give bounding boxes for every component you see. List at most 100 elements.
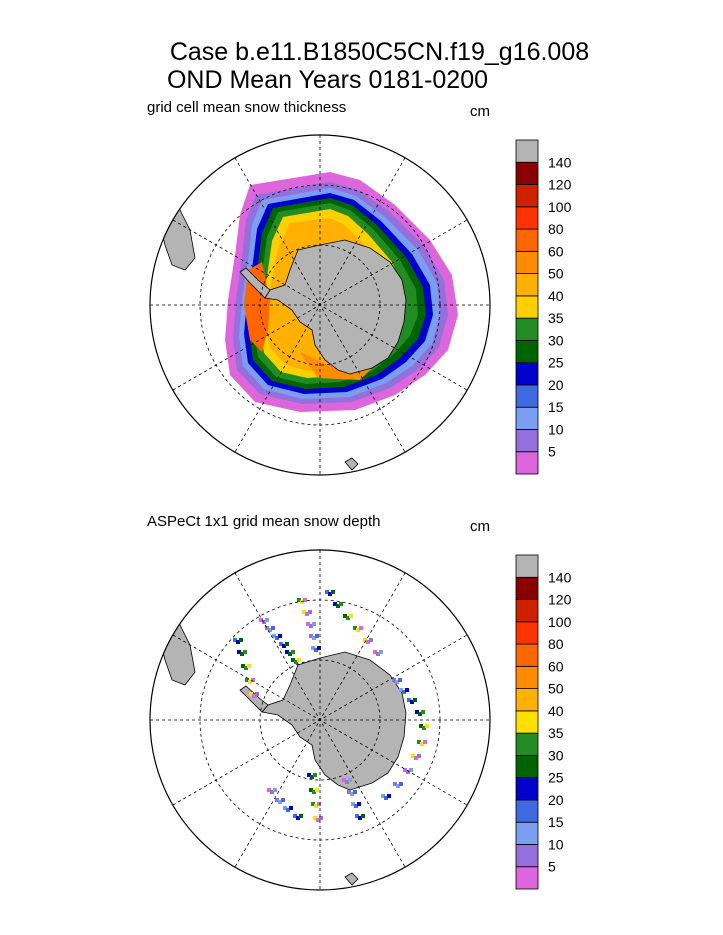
colorbar-box-15	[515, 139, 539, 163]
figure-title-line-2: OND Mean Years 0181-0200	[166, 66, 489, 94]
snow-obs-cell	[296, 816, 300, 820]
snow-obs-cell	[297, 598, 301, 602]
colorbar-tick-label: 100	[548, 614, 572, 630]
snow-obs-cell	[417, 740, 421, 744]
snow-obs-cell	[275, 636, 279, 640]
colorbar-tick-label: 30	[548, 747, 564, 763]
colorbar-box-2	[515, 844, 539, 868]
snow-obs-cell	[399, 688, 403, 692]
colorbar-box-9	[515, 688, 539, 712]
colorbar-tick-label: 60	[548, 243, 564, 259]
snow-obs-cell	[347, 790, 351, 794]
colorbar-tick-label: 25	[548, 355, 564, 371]
colorbar-box-8	[515, 710, 539, 734]
snow-obs-cell	[312, 622, 316, 626]
snow-obs-cell	[331, 590, 335, 594]
colorbar-tick-label: 30	[548, 332, 564, 348]
snow-obs-cell	[410, 700, 414, 704]
snow-obs-cell	[319, 816, 323, 820]
snow-obs-cell	[286, 808, 290, 812]
snow-obs-cell	[418, 712, 422, 716]
snow-obs-cell	[310, 775, 314, 779]
colorbar-box-4	[515, 384, 539, 408]
snow-obs-cell	[303, 598, 307, 602]
snow-obs-cell	[316, 818, 320, 822]
snow-obs-cell	[317, 802, 321, 806]
colorbar-box-12	[515, 206, 539, 230]
snow-obs-cell	[313, 816, 317, 820]
antarctic-peninsula	[239, 685, 269, 713]
snow-obs-cell	[309, 634, 313, 638]
colorbar-box-6	[515, 755, 539, 779]
colorbar-box-12	[515, 621, 539, 645]
graticule	[150, 135, 490, 475]
snow-obs-cell	[420, 742, 424, 746]
snow-obs-cell	[239, 638, 243, 642]
snow-obs-cell	[314, 648, 318, 652]
snow-obs-cell	[312, 636, 316, 640]
snow-obs-cell	[409, 768, 413, 772]
colorbar-box-13	[515, 599, 539, 623]
snow-obs-cell	[353, 790, 357, 794]
snow-obs-cell	[247, 664, 251, 668]
colorbar-box-14	[515, 161, 539, 185]
snow-obs-cell	[376, 652, 380, 656]
snow-obs-cell	[305, 612, 309, 616]
colorbar-tick-label: 15	[548, 814, 564, 830]
snow-obs-cell	[275, 798, 279, 802]
snow-obs-cell	[402, 690, 406, 694]
snow-obs-cell	[414, 756, 418, 760]
snow-obs-cell	[255, 692, 259, 696]
colorbar-box-4	[515, 799, 539, 823]
snow-obs-cell	[396, 784, 400, 788]
colorbar-tick-label: 140	[548, 569, 572, 585]
snow-obs-cell	[306, 622, 310, 626]
snow-obs-cell	[285, 642, 289, 646]
colorbar-tick-label: 50	[548, 266, 564, 282]
colorbar-tick-label: 60	[548, 658, 564, 674]
colorbar-box-3	[515, 821, 539, 845]
snow-obs-cell	[413, 698, 417, 702]
snow-obs-cell	[297, 658, 301, 662]
panel-2-units: cm	[470, 518, 490, 535]
colorbar-1: 5 10 15 20 25 30 35 40 50 60 80 100 120 140	[515, 139, 572, 475]
map-boundary	[149, 134, 491, 476]
snow-obs-cell	[299, 814, 303, 818]
snow-obs-cell	[312, 790, 316, 794]
snow-obs-cell	[252, 694, 256, 698]
snow-obs-cell	[278, 634, 282, 638]
snow-obs-cell	[373, 650, 377, 654]
snow-obs-cell	[268, 628, 272, 632]
snow-obs-cell	[425, 724, 429, 728]
snow-obs-cell	[355, 814, 359, 818]
snow-obs-cell	[272, 634, 276, 638]
colorbar-tick-label: 50	[548, 681, 564, 697]
snow-obs-cell	[278, 800, 282, 804]
colorbar-tick-label: 120	[548, 177, 572, 193]
snow-obs-cell	[342, 778, 346, 782]
colorbar-tick-label: 10	[548, 421, 564, 437]
map-boundary	[149, 549, 491, 891]
snow-obs-cell	[245, 678, 249, 682]
snow-obs-cell	[411, 754, 415, 758]
colorbar-2: 5 10 15 20 25 30 35 40 50 60 80 100 120 140	[515, 554, 572, 890]
colorbar-tick-label: 80	[548, 636, 564, 652]
snow-obs-cell	[379, 650, 383, 654]
colorbar-box-3	[515, 406, 539, 430]
snow-obs-cell	[285, 650, 289, 654]
snow-obs-cell	[267, 788, 271, 792]
snow-obs-cell	[349, 614, 353, 618]
snow-obs-cell	[315, 634, 319, 638]
snow-obs-cell	[415, 710, 419, 714]
colorbar-tick-label: 35	[548, 725, 564, 741]
snow-obs-cell	[357, 802, 361, 806]
snow-obs-cell	[249, 692, 253, 696]
snow-obs-cell	[240, 652, 244, 656]
snow-obs-cell	[350, 792, 354, 796]
snow-obs-cell	[271, 626, 275, 630]
colorbar-box-1	[515, 451, 539, 475]
snow-obs-cell	[354, 804, 358, 808]
snow-obs-cell	[353, 626, 357, 630]
snow-obs-cell	[289, 806, 293, 810]
